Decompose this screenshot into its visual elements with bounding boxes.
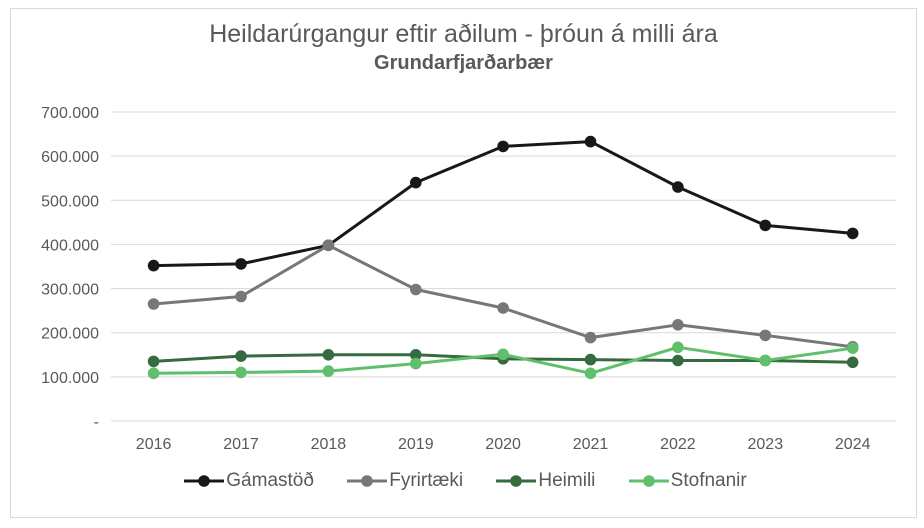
svg-text:300.000: 300.000 [41,282,99,299]
svg-text:700.000: 700.000 [41,105,99,122]
svg-text:400.000: 400.000 [41,237,99,254]
svg-text:2018: 2018 [311,436,347,453]
svg-text:2017: 2017 [223,436,259,453]
svg-text:500.000: 500.000 [41,193,99,210]
svg-text:2021: 2021 [573,436,609,453]
svg-text:2022: 2022 [660,436,696,453]
svg-text:2024: 2024 [835,436,871,453]
svg-text:600.000: 600.000 [41,149,99,166]
svg-text:2020: 2020 [485,436,521,453]
svg-text:100.000: 100.000 [41,370,99,387]
svg-text:-: - [94,414,99,431]
svg-text:200.000: 200.000 [41,326,99,343]
svg-text:2023: 2023 [748,436,784,453]
svg-text:2016: 2016 [136,436,172,453]
svg-text:2019: 2019 [398,436,434,453]
